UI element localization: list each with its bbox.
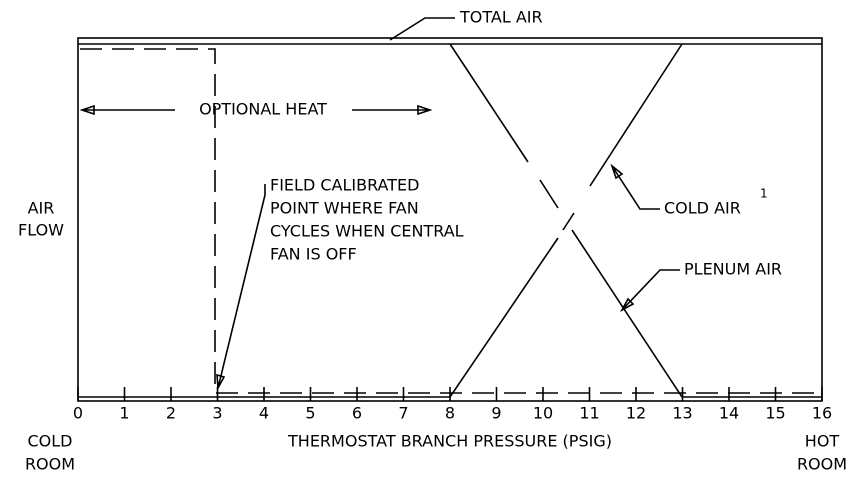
x-tick-label: 2 xyxy=(166,404,176,423)
fan-line xyxy=(80,48,822,394)
x-tick-label: 10 xyxy=(533,404,553,423)
x-right-label: ROOM xyxy=(797,455,847,474)
plenum-air-line xyxy=(449,43,529,163)
x-tick-label: 6 xyxy=(352,404,362,423)
label: TOTAL AIR xyxy=(459,8,543,27)
footnote: 1 xyxy=(760,187,768,201)
leader xyxy=(389,17,455,41)
label: FIELD CALIBRATED xyxy=(270,176,419,195)
x-tick-label: 9 xyxy=(491,404,501,423)
cold-air-line xyxy=(562,212,575,231)
plenum-air-line xyxy=(539,179,559,209)
x-tick-label: 3 xyxy=(212,404,222,423)
x-axis-label: THERMOSTAT BRANCH PRESSURE (PSIG) xyxy=(287,432,612,451)
label: COLD AIR xyxy=(664,199,741,218)
frame xyxy=(77,37,823,402)
plenum-air-line xyxy=(571,229,683,398)
plenum-air-arrow xyxy=(619,269,680,313)
label: OPTIONAL HEAT xyxy=(199,100,327,119)
x-tick-label: 14 xyxy=(719,404,739,423)
x-tick-label: 5 xyxy=(305,404,315,423)
y-axis-label: AIR xyxy=(28,199,55,218)
x-tick-label: 15 xyxy=(765,404,785,423)
x-tick-label: 1 xyxy=(119,404,129,423)
cold-air-line xyxy=(589,43,683,187)
x-left-label: ROOM xyxy=(25,455,75,474)
x-tick-label: 13 xyxy=(672,404,692,423)
x-left-label: COLD xyxy=(28,432,73,451)
x-tick-label: 11 xyxy=(579,404,599,423)
field-arrow xyxy=(216,184,266,391)
x-right-label: HOT xyxy=(805,432,840,451)
label: POINT WHERE FAN xyxy=(270,199,419,218)
x-tick-label: 12 xyxy=(626,404,646,423)
x-tick-label: 16 xyxy=(812,404,832,423)
x-tick-label: 7 xyxy=(398,404,408,423)
x-tick-label: 4 xyxy=(259,404,269,423)
label: CYCLES WHEN CENTRAL xyxy=(270,222,464,241)
optional-heat-arrow xyxy=(79,104,433,116)
cold-air-line xyxy=(449,237,559,398)
x-tick-label: 0 xyxy=(73,404,83,423)
cold-air-arrow xyxy=(610,163,660,210)
y-axis-label: FLOW xyxy=(18,221,64,240)
label: PLENUM AIR xyxy=(684,260,782,279)
label: FAN IS OFF xyxy=(270,245,357,264)
x-tick-label: 8 xyxy=(445,404,455,423)
